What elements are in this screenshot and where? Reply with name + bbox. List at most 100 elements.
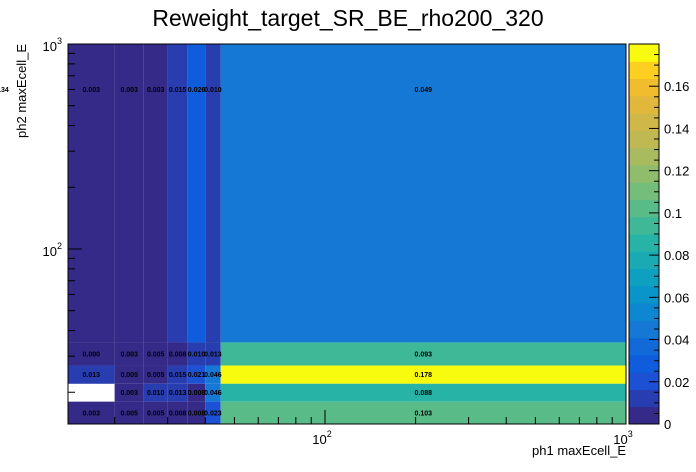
cell-value-label: 0.003 [120,351,138,358]
heatmap-cell [143,383,168,402]
x-tick-label: 102 [312,429,331,447]
colorbar-swatch [629,251,659,270]
heatmap-cell [187,365,206,384]
cell-value-label: 0.003 [120,390,138,397]
heatmap-cell [143,401,168,424]
cell-value-label: 0.134 [0,87,9,94]
cell-value-label: 0.003 [147,87,165,94]
heatmap-cell-labels: 0.0030.0030.0030.0150.0260.0100.0490.134… [0,87,432,417]
y-tick-label: 102 [43,241,62,259]
colorbar-tick-label: 0 [664,417,671,432]
cell-value-label: 0.005 [147,351,165,358]
heatmap-cell [68,401,115,424]
cell-value-label: 0.088 [415,390,433,397]
x-tick-label: 103 [613,429,632,447]
axis-ticks: 102 103 102 103 [43,36,633,447]
cell-value-label: 0.003 [120,87,138,94]
cell-value-label: 0.010 [147,390,165,397]
heatmap-cell [143,365,168,384]
y-axis-title: ph2 maxEcell_E [14,44,29,138]
colorbar-tick-label: 0.04 [664,333,689,348]
cell-value-label: 0.023 [204,410,222,417]
cell-value-label: 0.103 [415,410,433,417]
y-tick-label: 103 [43,36,62,54]
cell-value-label: 0.015 [169,372,187,379]
heatmap-cell [205,365,221,384]
heatmap-cell [205,44,221,343]
heatmap-cell [114,401,144,424]
heatmap-cell [205,342,221,366]
cell-value-label: 0.008 [188,390,206,397]
colorbar-tick-label: 0.14 [664,121,689,136]
heatmap-cell [187,383,206,402]
cell-value-label: 0.005 [147,372,165,379]
heatmap-cell [114,365,144,384]
colorbar-swatch [629,164,659,183]
colorbar-tick-label: 0.08 [664,248,689,263]
heatmap-cell [220,401,626,424]
heatmap-cell [68,365,115,384]
cell-value-label: 0.046 [204,372,222,379]
colorbar: 0 0.02 0.04 0.06 0.08 0.1 0.12 0.14 0.16 [628,43,689,432]
heatmap-cell [205,383,221,402]
heatmap-cell [187,401,206,424]
cell-value-label: 0.008 [188,410,206,417]
heatmap-cell [220,342,626,366]
colorbar-swatch [629,130,659,149]
heatmap-cell [167,44,188,343]
cell-value-label: 0.008 [169,410,187,417]
colorbar-tick-label: 0.1 [664,206,682,221]
heatmap-cell [187,44,206,343]
chart-title: Reweight_target_SR_BE_rho200_320 [152,5,543,31]
heatmap-cell [114,383,144,402]
cell-value-label: 0.013 [204,351,222,358]
colorbar-swatch [629,337,659,356]
colorbar-tick-label: 0.12 [664,164,689,179]
heatmap-cell [187,342,206,366]
heatmap-cell [143,44,168,343]
heatmap-cell [220,383,626,402]
cell-value-label: 0.003 [83,87,101,94]
cell-value-label: 0.005 [120,372,138,379]
heatmap-cell [114,342,144,366]
heatmap-cell [220,365,626,384]
cell-value-label: 0.008 [169,351,187,358]
cell-value-label: 0.005 [147,410,165,417]
heatmap-cell [167,401,188,424]
cell-value-label: 0.015 [169,87,187,94]
colorbar-swatch [629,113,659,131]
colorbar-swatch [629,216,659,235]
heatmap-cell [167,365,188,384]
heatmap-cell [205,401,221,424]
cell-value-label: 0.093 [415,351,433,358]
cell-value-label: 0.010 [188,351,206,358]
cell-value-label: 0.010 [204,87,222,94]
cell-value-label: 0.021 [188,372,206,379]
colorbar-swatch [629,320,659,339]
x-axis-title: ph1 maxEcell_E [532,443,626,458]
colorbar-swatch [629,61,659,80]
cell-value-label: 0.000 [83,351,101,358]
cell-value-label: 0.049 [415,87,433,94]
cell-value-label: 0.005 [120,410,138,417]
colorbar-swatch [629,234,659,252]
cell-value-label: 0.003 [83,410,101,417]
colorbar-tick-label: 0.16 [664,79,689,94]
cell-value-label: 0.178 [415,372,433,379]
heatmap-cell [167,383,188,402]
heatmap-cell [114,44,144,343]
colorbar-swatch [629,268,659,287]
cell-value-label: 0.013 [169,390,187,397]
heatmap-cell [167,342,188,366]
colorbar-swatch [629,372,659,390]
heatmap-cell [220,44,626,343]
colorbar-swatch [629,78,659,97]
heatmap-cell [143,342,168,366]
plot-frame [67,43,627,425]
heatmap-cell [68,44,115,343]
heatmap-cell [68,342,115,366]
colorbar-swatch [629,147,659,166]
cell-value-label: 0.013 [83,372,101,379]
colorbar-swatch [629,303,659,321]
